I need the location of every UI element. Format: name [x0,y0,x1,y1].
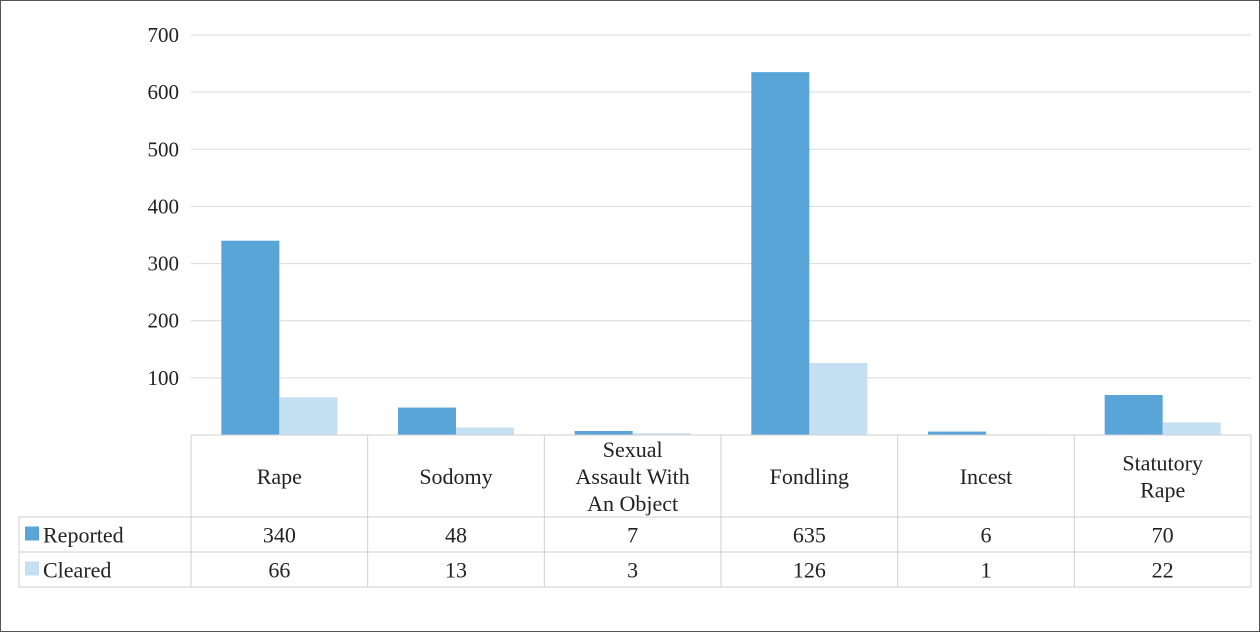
y-tick-label: 400 [148,194,180,218]
y-tick-label: 600 [148,80,180,104]
bar-reported [1104,395,1163,435]
data-label: 635 [793,523,826,548]
bar-reported [928,431,986,435]
category-label: Sodomy [419,464,492,489]
y-tick-label: 500 [148,137,180,161]
data-label: 1 [981,558,992,583]
data-label: 70 [1152,523,1174,548]
y-tick-label: 300 [148,252,180,276]
bar-reported [574,431,633,435]
data-label: 66 [268,558,290,583]
category-label: Rape [257,464,302,489]
legend-swatch [25,561,39,576]
bar-reported [751,72,810,436]
data-label: 126 [793,558,826,583]
bar-cleared [1162,422,1221,435]
legend-label: Cleared [43,558,111,583]
bar-cleared [456,427,514,435]
data-label: 7 [627,523,638,548]
bar-cleared [809,363,868,435]
category-label: Statutory Rape [1122,451,1203,503]
y-tick-label: 100 [148,366,180,390]
bar-reported [221,240,280,435]
data-label: 6 [981,523,992,548]
data-label: 48 [445,523,467,548]
category-label: Incest [960,464,1013,489]
y-tick-label: 700 [148,23,180,47]
bar-cleared [632,433,691,435]
legend-swatch [25,526,39,541]
data-label: 340 [263,523,296,548]
category-label: Fondling [770,464,849,489]
bar-cleared [279,397,338,435]
legend-label: Reported [43,523,124,548]
y-tick-label: 200 [148,309,180,333]
bar-reported [398,407,456,435]
data-label: 3 [627,558,638,583]
data-label: 22 [1152,558,1174,583]
category-label: Sexual Assault With An Object [576,437,690,516]
data-label: 13 [445,558,467,583]
